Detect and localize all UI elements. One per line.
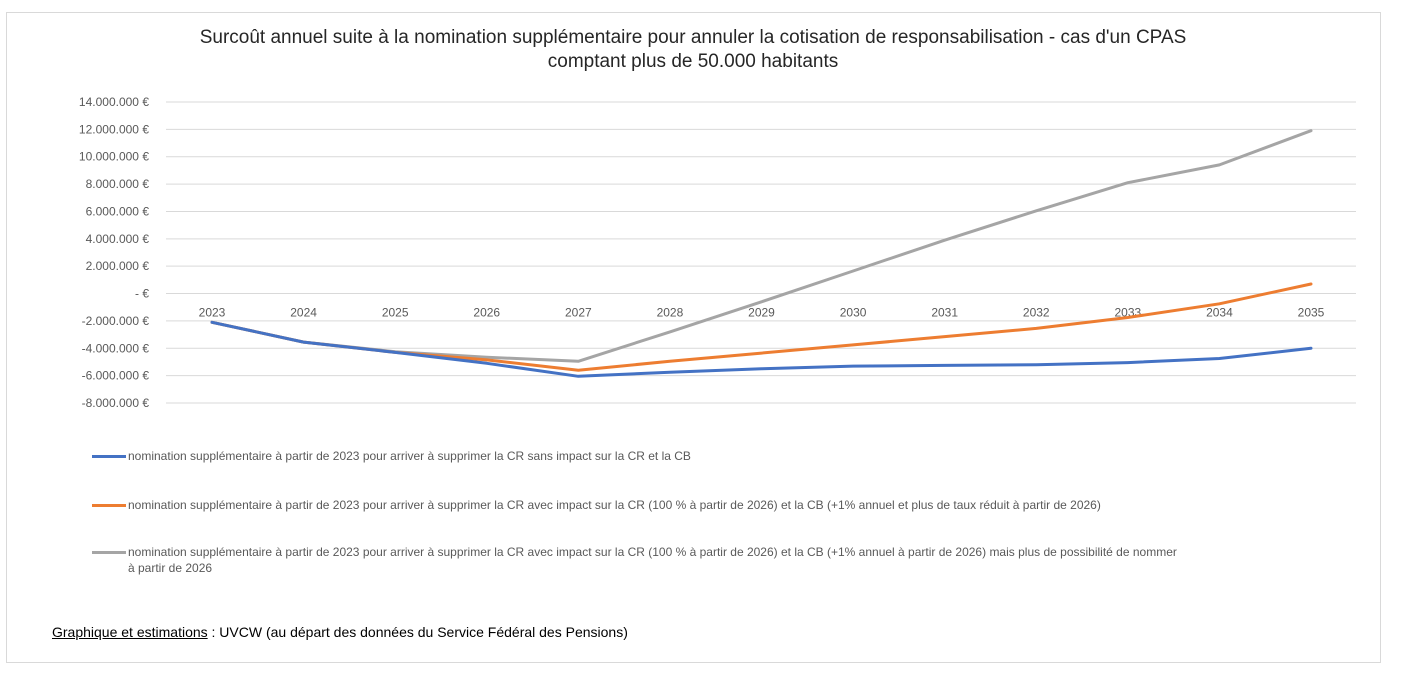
source-note: Graphique et estimations : UVCW (au dépa… [52,624,628,640]
legend-swatch-3 [92,551,126,554]
y-tick-label-7: - € [135,287,149,301]
x-tick-label-2026: 2026 [473,306,500,320]
source-text: : UVCW (au départ des données du Service… [207,624,628,640]
x-tick-label-2030: 2030 [840,306,867,320]
y-tick-label-0: 14.000.000 € [79,95,149,109]
chart-title: Surcoût annuel suite à la nomination sup… [0,26,1386,74]
y-tick-label-11: -8.000.000 € [82,396,150,410]
legend-swatch-2 [92,504,126,507]
y-tick-label-1: 12.000.000 € [79,122,149,136]
series-line-3 [210,129,1313,363]
chart-frame [6,12,1381,663]
legend-label-1: nomination supplémentaire à partir de 20… [128,449,691,463]
series-line-2 [210,282,1313,372]
x-tick-label-2023: 2023 [199,306,226,320]
y-tick-label-5: 4.000.000 € [86,232,150,246]
x-tick-label-2028: 2028 [657,306,684,320]
x-tick-label-2035: 2035 [1298,306,1325,320]
x-tick-label-2034: 2034 [1206,306,1233,320]
x-tick-label-2031: 2031 [931,306,958,320]
x-tick-label-2025: 2025 [382,306,409,320]
legend-label-3-line-2: à partir de 2026 [128,561,213,575]
legend-label-3-line-1: nomination supplémentaire à partir de 20… [128,545,1177,559]
legend-label-2: nomination supplémentaire à partir de 20… [128,498,1101,512]
y-tick-label-9: -4.000.000 € [82,341,150,355]
legend-swatch-1 [92,455,126,458]
y-tick-label-6: 2.000.000 € [86,259,150,273]
legend-label-3: nomination supplémentaire à partir de 20… [128,544,1308,576]
x-tick-label-2024: 2024 [290,306,317,320]
y-tick-label-3: 8.000.000 € [86,177,150,191]
y-tick-label-2: 10.000.000 € [79,150,149,164]
x-tick-label-2032: 2032 [1023,306,1050,320]
chart-title-line-1: Surcoût annuel suite à la nomination sup… [199,27,1187,48]
x-tick-label-2027: 2027 [565,306,592,320]
source-label: Graphique et estimations [52,624,208,640]
y-tick-label-10: -6.000.000 € [82,369,150,383]
series-line-1 [210,320,1313,378]
chart-title-line-2: comptant plus de 50.000 habitants [547,51,839,72]
y-tick-label-4: 6.000.000 € [86,204,150,218]
y-tick-label-8: -2.000.000 € [82,314,150,328]
x-tick-label-2029: 2029 [748,306,775,320]
